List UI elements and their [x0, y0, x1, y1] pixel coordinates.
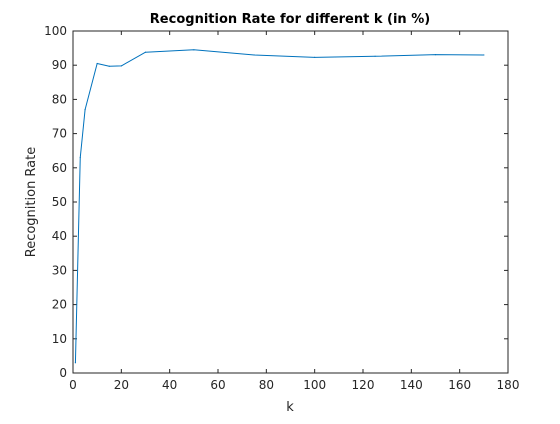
data-point — [75, 362, 76, 363]
x-tick-label: 60 — [210, 378, 225, 392]
data-point — [483, 54, 484, 55]
x-axis-label: k — [286, 400, 294, 415]
data-point — [374, 56, 375, 57]
data-point — [97, 63, 98, 64]
x-tick-label: 20 — [114, 378, 129, 392]
y-tick-label: 50 — [52, 195, 67, 209]
y-tick-label: 10 — [52, 332, 67, 346]
x-tick-label: 40 — [162, 378, 177, 392]
x-tick-label: 120 — [352, 378, 375, 392]
data-point — [109, 66, 110, 67]
y-tick-label: 90 — [52, 58, 67, 72]
y-tick-label: 60 — [52, 161, 67, 175]
data-point — [193, 49, 194, 50]
y-tick-label: 0 — [59, 366, 67, 380]
y-tick-label: 100 — [44, 24, 67, 38]
data-point — [254, 54, 255, 55]
y-tick-label: 30 — [52, 263, 67, 277]
x-tick-label: 0 — [69, 378, 77, 392]
chart-title: Recognition Rate for different k (in %) — [150, 12, 430, 27]
axes-box — [73, 31, 508, 373]
y-axis-label: Recognition Rate — [24, 147, 39, 258]
data-point — [145, 52, 146, 53]
x-tick-label: 180 — [497, 378, 520, 392]
y-tick-label: 80 — [52, 92, 67, 106]
x-tick-label: 160 — [448, 378, 471, 392]
x-tick-label: 100 — [303, 378, 326, 392]
data-point — [84, 109, 85, 110]
data-point — [435, 54, 436, 55]
series-line — [75, 50, 483, 363]
plot-area: 0 20 40 60 80 100 120 140 160 180 0 10 20 30 40 50 60 70 8… — [44, 24, 519, 392]
y-tick-label: 20 — [52, 298, 67, 312]
y-tick-label: 70 — [52, 127, 67, 141]
data-point — [314, 57, 315, 58]
x-tick-label: 140 — [400, 378, 423, 392]
y-tick-label: 40 — [52, 229, 67, 243]
data-point — [80, 157, 81, 158]
x-tick-label: 80 — [259, 378, 274, 392]
data-point — [121, 65, 122, 66]
